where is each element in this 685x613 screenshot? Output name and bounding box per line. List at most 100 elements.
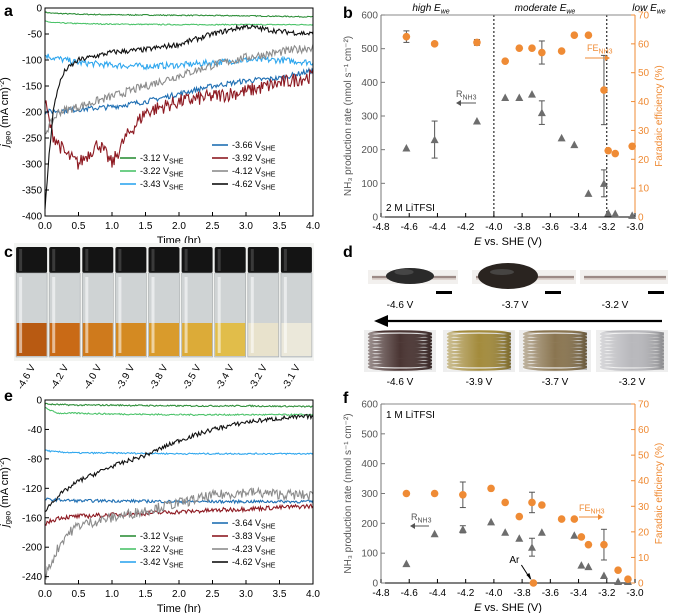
y-tick-label-b: 400 [361,78,378,89]
y2-tick-label-f: 20 [638,527,650,538]
vial-cap-highlight [85,249,89,271]
vial-glare [19,277,23,353]
y2-tick-label-b: 30 [638,126,650,137]
y-tick-label-b: 100 [361,179,378,190]
region-label: moderate Ewe [515,3,576,16]
x-tick-label-e: 3.0 [239,589,253,600]
legend-label-a: -3.66 VSHE [232,140,276,153]
x-tick-label-a: 2.5 [206,221,220,232]
fe-marker-b [501,57,509,65]
electrode-label-top: -4.6 V [387,300,414,311]
x-tick-label-b: -3.0 [626,222,644,233]
fe-marker-b [604,146,612,155]
ar-label-f: Ar [509,555,520,566]
y-tick-label-b: 300 [361,112,378,123]
y-tick-label-a: -50 [28,30,43,41]
fe-marker-b [528,44,536,52]
fe-marker-b [611,149,620,158]
vial-cap-highlight [52,249,56,271]
x-tick-label-b: -3.6 [542,222,560,233]
fe-marker-b [538,48,546,57]
legend-label-e: -3.64 VSHE [232,518,276,531]
series-line-a-0 [44,11,314,18]
x-tick-label-e: 1.0 [105,589,119,600]
electrode-label-bottom: -4.6 V [387,377,414,388]
x-tick-label-e: 2.5 [206,589,220,600]
y2-tick-label-f: 30 [638,502,650,513]
y-tick-label-b: 600 [361,11,378,22]
x-tick-label-f: -3.0 [626,588,644,599]
y-tick-label-a: -150 [22,82,42,93]
x-tick-label-a: 2.0 [172,221,186,232]
rate-marker-b [527,90,536,98]
y2-tick-label-b: 0 [638,213,644,224]
panel-label-a: a [4,3,13,20]
fe-series-label-f: FENH3 [579,503,605,516]
vial-cap [82,247,114,273]
rate-marker-b [557,133,566,142]
rate-arrowhead-f [410,523,415,529]
x-tick-label-e: 0.5 [72,589,86,600]
fe-arrowhead-f [598,514,603,520]
chart-e: 0.0 0.5 1.0 1.5 2.0 2.5 3.0 3.5 4.0 -240 -200 -160 -… [0,396,320,613]
y-tick-label-f: 0 [372,579,378,590]
x-tick-label-e: 1.5 [139,589,153,600]
legend-label-a: -4.12 VSHE [232,166,276,179]
deposit [478,263,538,289]
photo-vials: -4.6 V -4.2 V -4.0 V -3.9 V -3.8 V -3.5 V -3.4… [14,243,314,392]
fe-marker-f [459,490,467,499]
x-axis-label-e: Time (hr) [157,603,201,613]
fe-marker-b [473,38,481,47]
region-label: high Ewe [412,3,449,16]
legend-label-a: -4.62 VSHE [232,179,276,192]
series-line-a-4 [44,69,314,170]
rate-marker-f [527,543,536,551]
y2-axis-label-b: Faradaic efficiency (%) [654,65,665,167]
series-line-e-1 [44,406,314,417]
x-tick-label-b: -3.4 [570,222,588,233]
fe-marker-f [528,498,536,507]
fe-marker-f [430,489,439,498]
deposit-highlight [394,269,414,275]
y-tick-label-f: 300 [361,489,378,500]
x-tick-label-a: 4.0 [306,221,320,232]
rate-marker-b [472,117,481,125]
vial-label: -3.5 V [181,363,204,392]
vial-glare [151,277,155,353]
legend-label-a: -3.43 VSHE [140,179,184,192]
vial-label: -3.4 V [214,363,237,392]
vial-label: -4.6 V [15,363,38,392]
vial-cap-highlight [217,249,221,271]
y-tick-label-b: 500 [361,44,378,55]
rate-marker-f [515,534,524,542]
series-line-e-2 [44,449,314,456]
y-tick-label-b: 200 [361,145,378,156]
panel-label-d: d [343,244,353,261]
y-tick-label-f: 600 [361,400,378,411]
y2-tick-label-f: 70 [638,400,650,411]
scale-bar [545,291,561,294]
legend-label-e: -3.12 VSHE [140,531,184,544]
y-tick-label-a: -100 [22,56,42,67]
rate-marker-f [584,562,593,571]
y-tick-label-e: -40 [28,425,43,436]
coil-shading [600,332,664,370]
vial-label: -3.8 V [148,363,171,392]
legend-label-e: -4.23 VSHE [232,544,276,557]
legend-label-a: -3.92 VSHE [232,153,276,166]
vial-glare [184,277,188,353]
x-tick-label-f: -3.2 [598,588,616,599]
vial-cap [49,247,81,273]
rate-series-label-f: RNH3 [411,512,432,525]
y-axis-label-a: jgeo (mA cm)-2) [0,77,13,149]
x-tick-label-a: 3.5 [273,221,287,232]
vial-glare [52,277,56,353]
y-tick-label-b: 0 [372,213,378,224]
x-tick-label-f: -3.8 [513,588,531,599]
rate-marker-f [577,561,586,569]
series-line-e-0 [44,402,314,409]
series-line-a-2 [44,53,314,71]
fe-series-label-b: FENH3 [587,43,613,56]
y-axis-label-e: jgeo (mA cm)-2) [0,457,13,529]
y-tick-label-f: 100 [361,549,378,560]
